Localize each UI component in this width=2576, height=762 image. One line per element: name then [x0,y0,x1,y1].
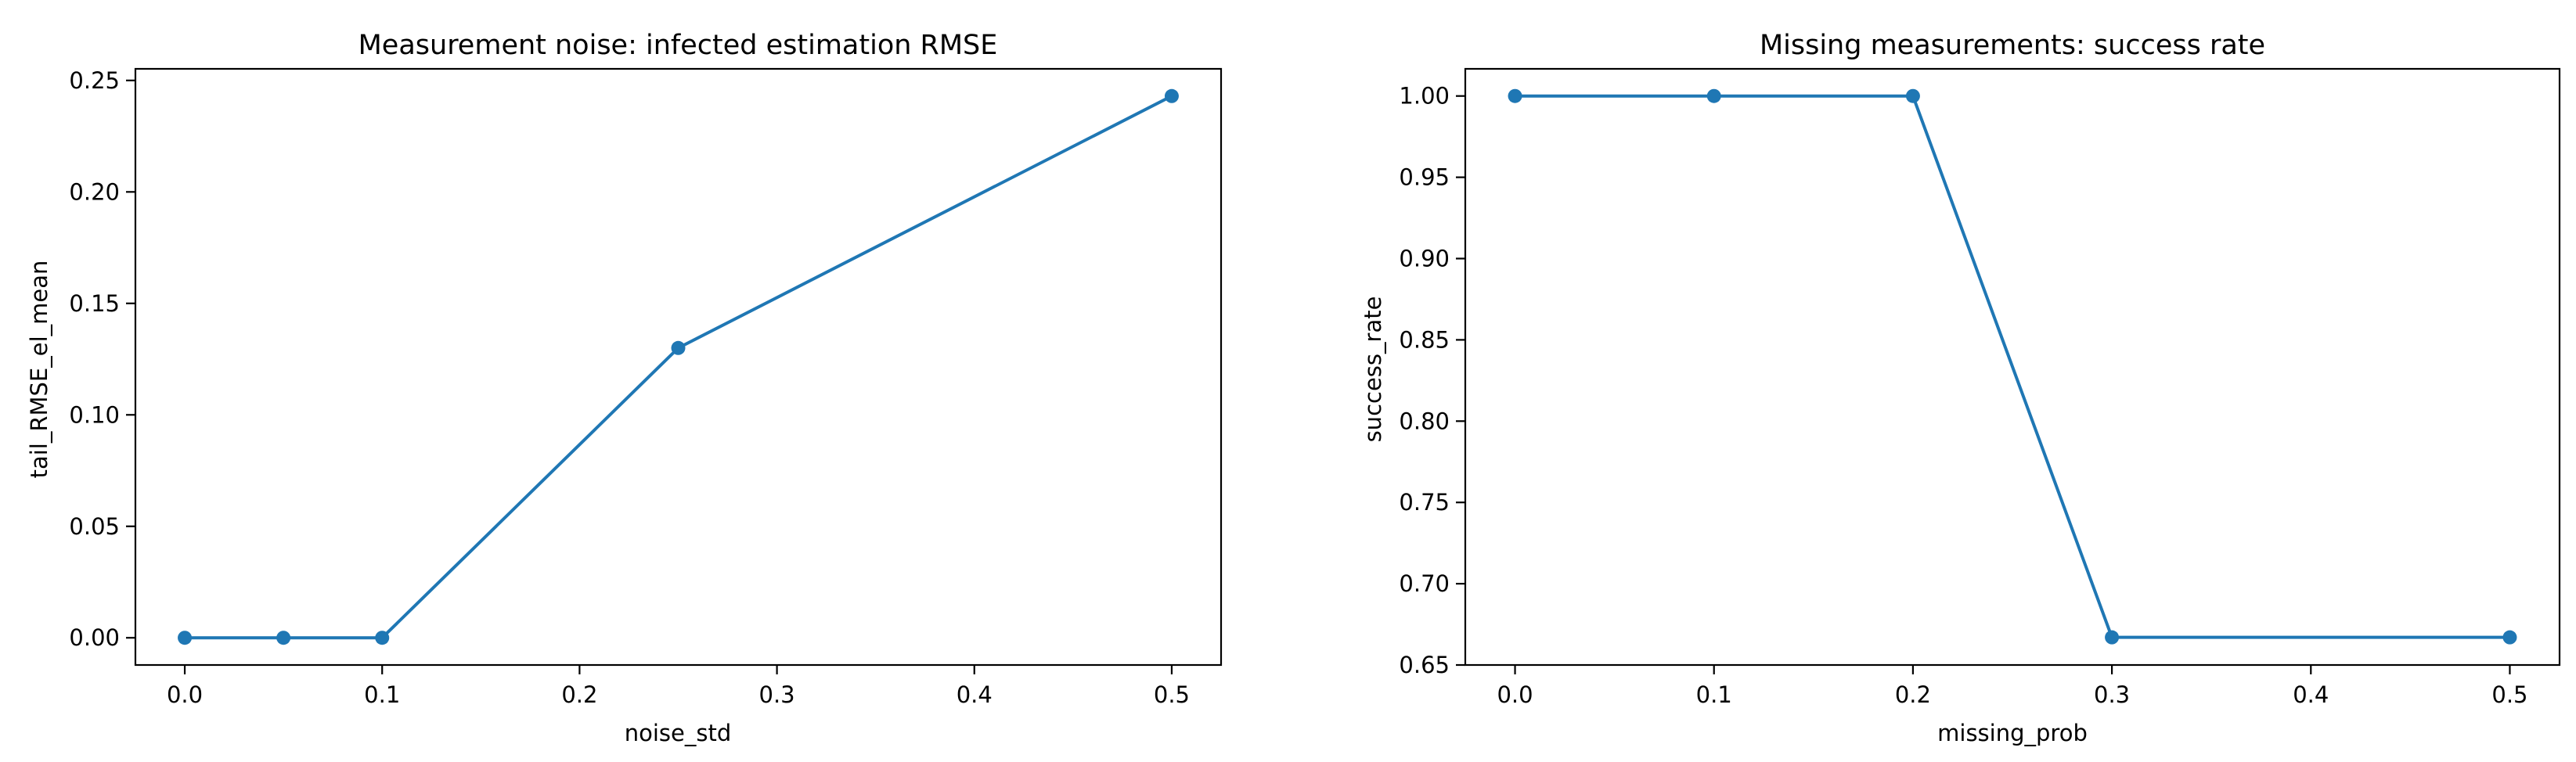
noise-rmse-panel: Measurement noise: infected estimation R… [26,30,1223,746]
data-point [2502,630,2517,645]
x-tick-label: 0.1 [364,681,400,708]
y-tick-label: 0.10 [69,401,120,428]
x-tick-label: 0.0 [1497,681,1533,708]
plot-frame [1464,67,2561,667]
x-axis-label: missing_prob [1937,720,2088,746]
data-point [1508,88,1522,103]
x-tick-label: 0.0 [167,681,203,708]
x-tick-label: 0.4 [2293,681,2329,708]
panel-title: Missing measurements: success rate [1760,30,2265,61]
marks-layer [178,88,1179,645]
marks-layer [1508,88,2517,645]
data-point [178,631,193,645]
data-point [276,631,291,645]
data-point [671,340,686,355]
y-tick-label: 0.90 [1399,246,1450,272]
x-tick-label: 0.2 [1895,681,1931,708]
x-tick-label: 0.3 [759,681,795,708]
y-tick-label: 0.20 [69,178,120,205]
data-point [1164,88,1179,103]
missing-success-panel: Missing measurements: success rate missi… [1360,30,2561,746]
plot-frame [134,67,1223,667]
x-tick-label: 0.2 [561,681,597,708]
y-tick-label: 0.25 [69,67,120,94]
x-tick-label: 0.5 [2491,681,2527,708]
y-tick-label: 0.00 [69,624,120,651]
x-tick-label: 0.1 [1696,681,1732,708]
series-line [183,94,1174,640]
y-tick-label: 1.00 [1399,83,1450,110]
x-tick-label: 0.4 [957,681,993,708]
x-axis-label: noise_std [625,720,732,746]
x-tick-label: 0.5 [1154,681,1190,708]
ticks-layer: 0.0 0.1 0.2 0.3 0.4 0.5 0.00 0.05 0.10 0.15 0.20 0.… [69,67,1190,708]
data-point [2105,630,2120,645]
y-tick-label: 0.15 [69,290,120,317]
panel-title: Measurement noise: infected estimation R… [358,30,998,61]
ticks-layer: 0.0 0.1 0.2 0.3 0.4 0.5 0.65 0.70 0.75 0.80 0.85 0.… [1399,83,2527,708]
y-axis-label: success_rate [1360,297,1386,443]
data-point [1706,88,1721,103]
y-tick-label: 0.80 [1399,408,1450,434]
y-tick-label: 0.85 [1399,326,1450,353]
series-line [1513,94,2512,639]
y-tick-label: 0.75 [1399,489,1450,516]
y-axis-label: tail_RMSE_el_mean [26,261,52,479]
x-tick-label: 0.3 [2094,681,2130,708]
y-tick-label: 0.95 [1399,164,1450,191]
data-point [375,631,390,645]
data-point [1905,88,1920,103]
y-tick-label: 0.05 [69,513,120,540]
y-tick-label: 0.65 [1399,652,1450,678]
y-tick-label: 0.70 [1399,570,1450,597]
